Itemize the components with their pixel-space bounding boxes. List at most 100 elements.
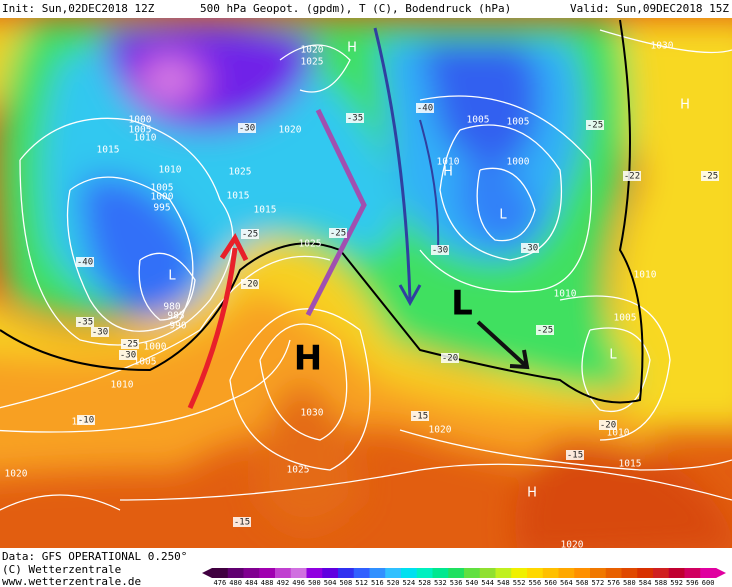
map-labels: 1020102510001005101010151010100510009951… — [5, 41, 719, 548]
temperature-box — [536, 325, 554, 335]
scale-label: 484 — [245, 579, 258, 587]
temperature-label: -15 — [412, 412, 428, 422]
temperature-label: -35 — [347, 114, 363, 124]
isobar-label: 990 — [169, 321, 186, 332]
scale-swatch — [464, 568, 481, 578]
scale-swatch — [621, 568, 638, 578]
data-source: Data: GFS OPERATIONAL 0.250° — [2, 550, 187, 563]
isobar-label: 1020 — [301, 45, 324, 56]
main-low: L — [451, 284, 473, 324]
temperature-box — [238, 123, 256, 133]
scale-swatch — [511, 568, 528, 578]
isobar-label: 980 — [163, 302, 180, 313]
isobar-label: 1005 — [129, 125, 152, 136]
scale-swatch — [448, 568, 465, 578]
scale-label: 600 — [702, 579, 715, 587]
isobar-label: 1010 — [634, 270, 657, 281]
temperature-label: -40 — [417, 104, 433, 114]
temperature-label: -25 — [702, 172, 718, 182]
scale-label: 476 — [214, 579, 227, 587]
temperature-box — [76, 257, 94, 267]
temperature-box — [241, 279, 259, 289]
temperature-box — [329, 228, 347, 238]
scale-swatch — [684, 568, 701, 578]
isobar-label: 1015 — [97, 145, 120, 156]
scale-swatch — [605, 568, 622, 578]
blue-line — [419, 119, 440, 251]
scale-label: 548 — [497, 579, 510, 587]
scale-label: 572 — [592, 579, 605, 587]
scale-swatch — [338, 568, 355, 578]
scale-label: 516 — [371, 579, 384, 587]
pressure-center: L — [609, 348, 617, 363]
isobar-label: 1020 — [5, 469, 28, 480]
temperature-label: -15 — [567, 451, 583, 461]
copyright: (C) Wetterzentrale — [2, 563, 121, 576]
scale-label: 584 — [639, 579, 652, 587]
isobar-label: 1025 — [301, 57, 324, 68]
scale-label: 580 — [623, 579, 636, 587]
scale-label: 560 — [544, 579, 557, 587]
temperature-label: -10 — [78, 416, 94, 426]
isobar-label: 1025 — [229, 167, 252, 178]
scale-label: 596 — [686, 579, 699, 587]
black-arrow — [476, 320, 527, 367]
scale-swatch — [416, 568, 433, 578]
map-field: 1020102510001005101010151010100510009951… — [0, 18, 732, 548]
isobar-label: 1000 — [151, 192, 174, 203]
scale-label: 592 — [670, 579, 683, 587]
scale-swatch — [369, 568, 386, 578]
scale-swatch — [558, 568, 575, 578]
isobar-label: 1005 — [507, 117, 530, 128]
temperature-label: -30 — [92, 328, 108, 338]
isobar-label: 1025 — [299, 239, 322, 250]
temperature-label: -25 — [537, 326, 553, 336]
isobar-label: 1015 — [254, 205, 277, 216]
scale-swatch — [306, 568, 323, 578]
isobar-label: 1020 — [429, 425, 452, 436]
isobar-label: 1020 — [279, 125, 302, 136]
scale-label: 508 — [340, 579, 353, 587]
isobar-label: 1005 — [134, 357, 157, 368]
temperature-label: -25 — [122, 340, 138, 350]
scale-swatch — [574, 568, 591, 578]
scale-label: 556 — [529, 579, 542, 587]
temperature-box — [701, 171, 719, 181]
scale-label: 504 — [324, 579, 337, 587]
temperature-box — [119, 350, 137, 360]
isobar-label: 1010 — [159, 165, 182, 176]
scale-swatch — [700, 568, 717, 578]
scale-swatch — [495, 568, 512, 578]
scale-label: 540 — [466, 579, 479, 587]
scale-swatch — [212, 568, 229, 578]
scale-swatch — [401, 568, 418, 578]
scale-swatch — [668, 568, 685, 578]
isobar-label: 1030 — [651, 41, 674, 52]
isobar-label: 1000 — [129, 115, 152, 126]
scale-label: 528 — [418, 579, 431, 587]
scale-swatch — [275, 568, 292, 578]
scale-swatch — [385, 568, 402, 578]
isobar-label: 1005 — [151, 183, 174, 194]
temperature-box — [346, 113, 364, 123]
map-title: 500 hPa Geopot. (gpdm), T (C), Bodendruc… — [200, 2, 511, 15]
temperature-label: -20 — [442, 354, 458, 364]
blue-arrowhead — [398, 284, 422, 307]
scale-label: 552 — [513, 579, 526, 587]
scale-arrow-left — [202, 568, 212, 578]
scale-label: 512 — [355, 579, 368, 587]
scale-swatch — [353, 568, 370, 578]
scale-swatch — [542, 568, 559, 578]
temperature-box — [431, 245, 449, 255]
url: www.wetterzentrale.de — [2, 575, 141, 587]
temperature-box — [521, 243, 539, 253]
main-high: H — [294, 339, 322, 379]
isobar-label: 1000 — [507, 157, 530, 168]
pressure-center: H — [443, 165, 453, 180]
isobar-label: 1000 — [144, 342, 167, 353]
temperature-box — [121, 339, 139, 349]
init-time: Init: Sun,02DEC2018 12Z — [2, 2, 155, 15]
purple-line — [305, 108, 367, 317]
temperature-label: -40 — [77, 258, 93, 268]
temperature-box — [77, 415, 95, 425]
